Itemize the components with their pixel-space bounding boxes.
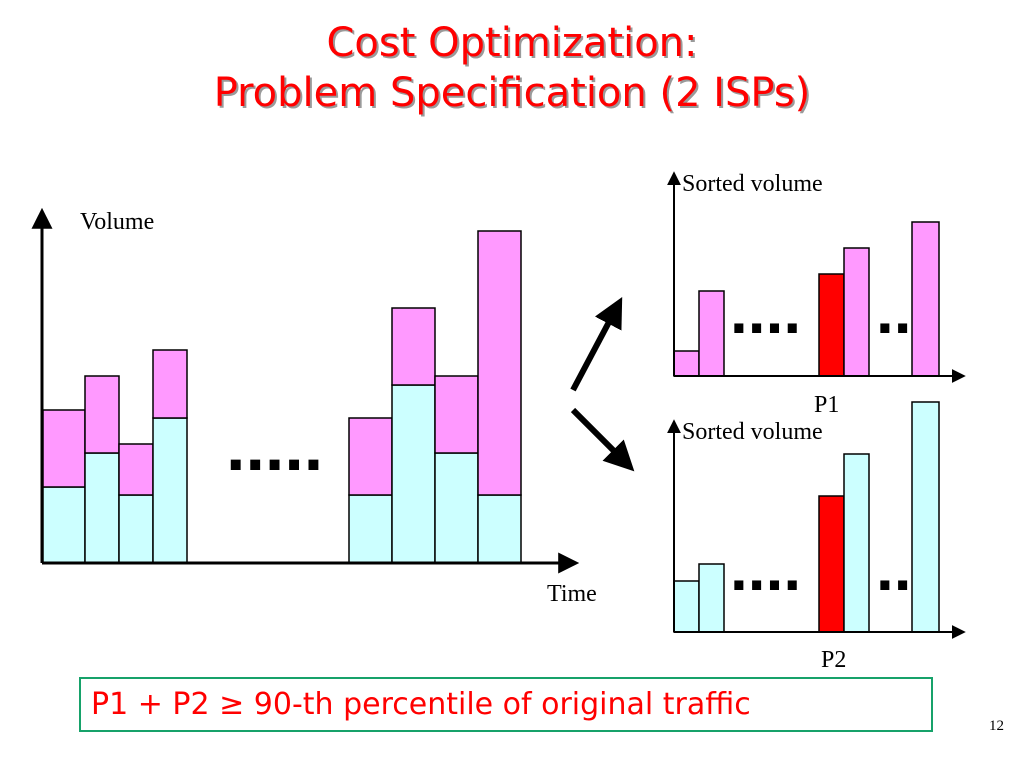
- main-chart-bars: [42, 230, 522, 564]
- sorted-p2-ellipsis-left: ....: [730, 532, 801, 604]
- main-bar-upper: [348, 417, 393, 496]
- main-bar-lower: [477, 494, 522, 564]
- main-bar-upper: [118, 443, 154, 496]
- slide-title: Cost Optimization: Problem Specification…: [0, 18, 1024, 118]
- main-bar-upper: [152, 349, 188, 419]
- p1-label: P1: [814, 392, 839, 418]
- sorted-p2-bar: [698, 563, 725, 633]
- formula-text: P1 + P2 ≥ 90-th percentile of original t…: [91, 687, 751, 722]
- sorted-chart-p1-bars: [673, 221, 940, 377]
- sorted-p1-ellipsis-right: ..: [876, 275, 912, 347]
- sorted-p2-bar: [673, 580, 700, 633]
- main-bar-lower: [434, 452, 479, 564]
- main-bar-upper: [434, 375, 479, 454]
- sorted-p1-y-label: Sorted volume: [682, 171, 823, 197]
- main-bar-lower: [152, 417, 188, 564]
- main-bar-upper: [84, 375, 120, 454]
- sorted-p1-ellipsis-left: ....: [730, 275, 801, 347]
- sorted-p1-bar: [843, 247, 870, 377]
- split-arrow-down: [570, 407, 635, 472]
- main-bar-lower: [84, 452, 120, 564]
- p2-label: P2: [821, 647, 846, 673]
- sorted-p2-y-label: Sorted volume: [682, 419, 823, 445]
- title-line-1: Cost Optimization:: [326, 20, 698, 66]
- main-bar-upper: [391, 307, 436, 386]
- sorted-chart-p2-bars: [673, 401, 940, 633]
- main-bar-lower: [391, 384, 436, 564]
- sorted-p2-bar: [911, 401, 940, 633]
- sorted-chart-p1: Sorted volume .... .. P1: [667, 171, 966, 418]
- main-bar-upper: [42, 409, 86, 488]
- sorted-p1-bar: [911, 221, 940, 377]
- sorted-p1-bar: [698, 290, 725, 377]
- sorted-p2-ellipsis-right: ..: [876, 532, 912, 604]
- main-chart: Volume Time .....: [31, 207, 597, 607]
- main-x-label: Time: [547, 581, 597, 607]
- sorted-chart-p2: Sorted volume .... .. P2: [667, 401, 966, 673]
- title-line-2: Problem Specification (2 ISPs): [213, 70, 811, 116]
- main-ellipsis: .....: [226, 407, 323, 485]
- main-bar-lower: [42, 486, 86, 564]
- split-arrow-up: [570, 297, 623, 392]
- main-bar-lower: [348, 494, 393, 564]
- formula-box: P1 + P2 ≥ 90-th percentile of original t…: [79, 677, 933, 732]
- main-bar-lower: [118, 494, 154, 564]
- main-bar-upper: [477, 230, 522, 496]
- main-y-label: Volume: [80, 209, 154, 235]
- sorted-p2-bar: [843, 453, 870, 633]
- sorted-p1-bar: [818, 273, 845, 377]
- sorted-p1-bar: [673, 350, 700, 377]
- slide-number: 12: [989, 718, 1004, 734]
- sorted-p2-bar: [818, 495, 845, 633]
